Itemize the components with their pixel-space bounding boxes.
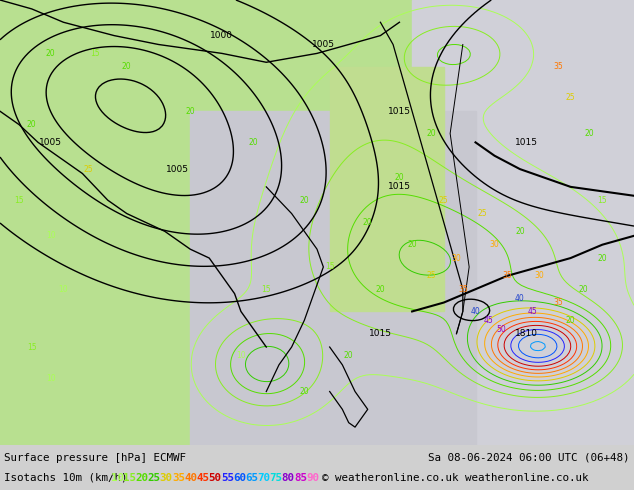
Text: 10: 10: [46, 374, 56, 383]
Text: 30: 30: [489, 240, 500, 249]
Text: Isotachs 10m (km/h): Isotachs 10m (km/h): [4, 473, 134, 483]
Text: 1015: 1015: [388, 182, 411, 192]
Bar: [0, 0, 266, 445]
Text: 20: 20: [27, 120, 37, 129]
Text: 15: 15: [325, 263, 335, 271]
Text: 35: 35: [553, 298, 563, 307]
Text: Sa 08-06-2024 06:00 UTC (06+48): Sa 08-06-2024 06:00 UTC (06+48): [429, 453, 630, 463]
Text: 1810: 1810: [515, 329, 538, 338]
Text: 15: 15: [597, 196, 607, 205]
Text: 10: 10: [46, 231, 56, 240]
Text: 1000: 1000: [210, 31, 233, 40]
Text: 65: 65: [245, 473, 258, 483]
Text: 10: 10: [111, 473, 124, 483]
Text: 35: 35: [553, 62, 563, 71]
Bar: [190, 111, 476, 445]
Text: 15: 15: [90, 49, 100, 58]
Text: 70: 70: [257, 473, 270, 483]
Text: 35: 35: [502, 271, 512, 280]
Text: 15: 15: [261, 285, 271, 294]
Text: 50: 50: [496, 325, 506, 334]
Text: 20: 20: [363, 218, 373, 227]
Text: 1015: 1015: [388, 107, 411, 116]
Text: 1015: 1015: [515, 138, 538, 147]
Text: 20: 20: [122, 62, 132, 71]
Text: 20: 20: [578, 285, 588, 294]
Text: 25: 25: [148, 473, 160, 483]
Text: 20: 20: [344, 351, 354, 361]
Text: 45: 45: [483, 316, 493, 325]
Text: 45: 45: [527, 307, 538, 316]
Text: 20: 20: [299, 387, 309, 396]
Text: 10: 10: [236, 351, 246, 361]
Text: 35: 35: [172, 473, 185, 483]
Text: 85: 85: [294, 473, 307, 483]
Bar: [330, 67, 444, 312]
Text: 45: 45: [197, 473, 209, 483]
Text: 80: 80: [281, 473, 295, 483]
Text: 35: 35: [458, 285, 468, 294]
Text: 20: 20: [299, 196, 309, 205]
Text: 1005: 1005: [39, 138, 62, 147]
Text: 25: 25: [566, 94, 576, 102]
Text: 20: 20: [585, 129, 595, 138]
Text: 15: 15: [27, 343, 37, 351]
Text: 25: 25: [84, 165, 94, 173]
Text: 30: 30: [451, 253, 462, 263]
Text: 40: 40: [470, 307, 481, 316]
Bar: [0, 0, 412, 200]
Text: 40: 40: [184, 473, 197, 483]
Text: 75: 75: [269, 473, 283, 483]
Text: 20: 20: [566, 316, 576, 325]
Text: 25: 25: [426, 271, 436, 280]
Text: Surface pressure [hPa] ECMWF: Surface pressure [hPa] ECMWF: [4, 453, 186, 463]
Text: 20: 20: [426, 129, 436, 138]
Text: 1015: 1015: [369, 329, 392, 338]
Text: 20: 20: [185, 107, 195, 116]
Text: 20: 20: [375, 285, 385, 294]
Text: 20: 20: [515, 227, 525, 236]
Text: 20: 20: [136, 473, 148, 483]
Text: 50: 50: [209, 473, 222, 483]
Text: 30: 30: [160, 473, 173, 483]
Text: 20: 20: [597, 253, 607, 263]
Text: 20: 20: [394, 173, 404, 182]
Text: 30: 30: [534, 271, 544, 280]
Text: 15: 15: [14, 196, 24, 205]
Bar: [412, 0, 634, 445]
Text: 15: 15: [123, 473, 136, 483]
Text: 40: 40: [515, 294, 525, 303]
Text: 1005: 1005: [166, 165, 189, 173]
Text: 20: 20: [46, 49, 56, 58]
Text: 10: 10: [58, 285, 68, 294]
Text: © weatheronline.co.uk weatheronline.co.uk: © weatheronline.co.uk weatheronline.co.u…: [323, 473, 589, 483]
Text: 25: 25: [439, 196, 449, 205]
Text: 25: 25: [477, 209, 487, 218]
Text: 90: 90: [306, 473, 319, 483]
Text: 20: 20: [249, 138, 259, 147]
Text: 60: 60: [233, 473, 246, 483]
Text: 20: 20: [407, 240, 417, 249]
Text: 55: 55: [221, 473, 234, 483]
Text: 1005: 1005: [312, 40, 335, 49]
